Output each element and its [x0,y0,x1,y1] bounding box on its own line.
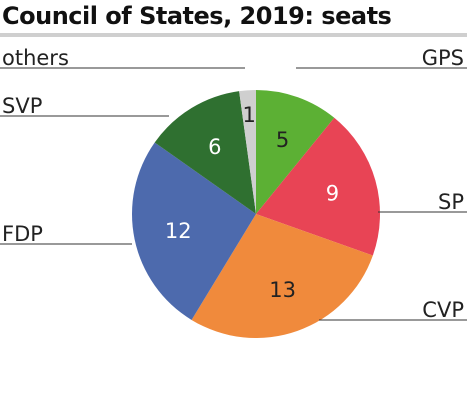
leader-lines [0,67,467,321]
category-label-svp: SVP [2,94,42,118]
value-label-cvp: 13 [269,278,296,302]
pie-slice-gps [256,90,335,214]
title-divider [0,33,467,37]
category-label-sp: SP [438,190,464,214]
pie-slice-sp [256,117,381,256]
pie-slices [132,90,381,339]
pie-slice-fdp [132,142,256,320]
value-labels: 5 9 13 12 61 [165,103,339,302]
pie-slice-others [239,90,256,214]
category-label-fdp: FDP [2,222,43,246]
value-label-others: 1 [243,103,256,127]
pie-slice-cvp [191,214,373,339]
category-labels: GPS SP CVP FDP SVP others [2,46,464,322]
category-label-gps: GPS [422,46,464,70]
pie-slice-svp [154,91,256,214]
category-label-others: others [2,46,69,70]
value-label-sp: 9 [326,182,339,206]
value-label-gps: 5 [276,128,289,152]
value-label-svp: 6 [208,135,221,159]
chart-title: Council of States, 2019: seats [2,2,392,30]
value-label-fdp: 12 [165,219,192,243]
category-label-cvp: CVP [422,298,464,322]
